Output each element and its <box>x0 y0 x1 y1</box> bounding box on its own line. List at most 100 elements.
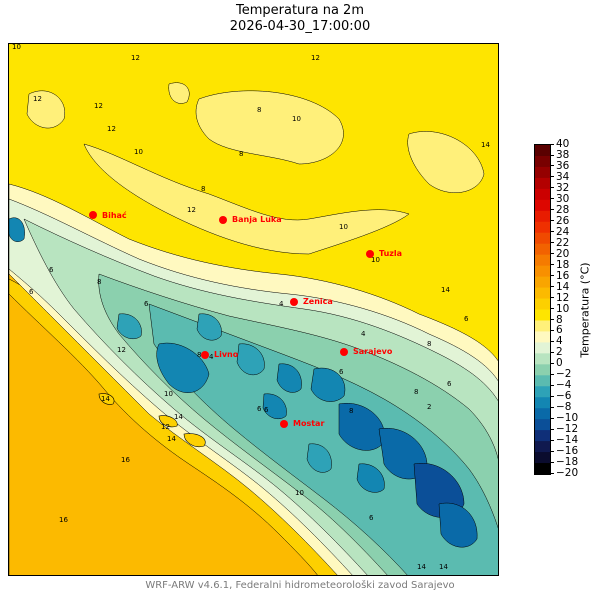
cold-peak <box>236 343 265 376</box>
colorbar-swatch <box>535 309 550 321</box>
colorbar-swatch <box>535 419 550 431</box>
contour-label: 12 <box>94 102 103 110</box>
contour-label: 14 <box>101 395 110 403</box>
island <box>183 433 206 447</box>
colorbar-tick-label: 6 <box>551 325 563 336</box>
colorbar-swatch <box>535 155 550 168</box>
colorbar-swatch <box>535 342 550 354</box>
contour-label: 4 <box>361 330 366 338</box>
colder-band <box>148 303 498 575</box>
city-marker-tuzla: Tuzla <box>366 249 402 258</box>
colorbar-tick-label: 32 <box>551 183 569 194</box>
contour-label: 12 <box>107 125 116 133</box>
contour-label: 14 <box>167 435 176 443</box>
model-credit: WRF-ARW v4.6.1, Federalni hidrometeorolo… <box>145 580 455 591</box>
contour-label: 14 <box>417 563 426 571</box>
contour-label: 6 <box>339 368 344 376</box>
colorbar-ticks: 40 38 36 34 32 30 28 26 24 22 20 18 16 14 12 10 8 6 4 2 0 −2−… <box>551 139 591 479</box>
contour-label: 10 <box>339 223 348 231</box>
colorbar-tick-label: −12 <box>551 424 578 435</box>
svg-text:Livno: Livno <box>214 350 239 359</box>
colorbar-swatch <box>535 177 550 190</box>
colorbar-swatch <box>535 265 550 278</box>
contour-label: 14 <box>441 286 450 294</box>
colorbar-swatches <box>535 145 550 474</box>
colorbar-tick-label: 12 <box>551 292 569 303</box>
colorbar-tick-label: −14 <box>551 435 578 446</box>
svg-text:Zenica: Zenica <box>303 297 333 306</box>
map-canvas: 10 12 12 12 8 10 12 12 10 14 8 12 8 10 1… <box>9 44 498 575</box>
contour-label: 12 <box>117 346 126 354</box>
contour-label: 8 <box>201 185 205 193</box>
colorbar-swatch <box>535 320 550 332</box>
colorbar-swatch <box>535 331 550 343</box>
colorbar-tick-label: 22 <box>551 237 569 248</box>
colorbar-swatch <box>535 397 550 409</box>
contour-label: 8 <box>349 407 353 415</box>
colorbar-swatch <box>535 232 550 245</box>
colorbar-tick-label: 4 <box>551 336 563 347</box>
colorbar-swatch <box>535 287 550 300</box>
colorbar-swatch <box>535 353 550 365</box>
contour-label: 6 <box>49 266 54 274</box>
colorbar-swatch <box>535 243 550 256</box>
contour-label: 10 <box>292 115 301 123</box>
colorbar-tick-label: −16 <box>551 446 578 457</box>
cold-peak <box>438 502 478 548</box>
colorbar-swatch <box>535 221 550 234</box>
contour-label: 8 <box>427 340 431 348</box>
colorbar-tick-label: 0 <box>551 358 563 369</box>
colorbar-swatch <box>535 188 550 201</box>
colorbar-tick-label: 16 <box>551 270 569 281</box>
cool-north-patch <box>407 131 485 193</box>
contour-label: 4 <box>279 300 284 308</box>
city-marker-zenica: Zenica <box>290 297 333 306</box>
contour-label: 10 <box>12 44 21 51</box>
cool-north-patch <box>83 143 410 255</box>
contour-label: 16 <box>59 516 68 524</box>
contour-label: 8 <box>239 150 243 158</box>
colorbar-swatch <box>535 452 550 464</box>
cool-north-patch <box>168 82 190 104</box>
colorbar-tick-label: −10 <box>551 413 578 424</box>
colorbar-swatch <box>535 199 550 212</box>
colorbar-tick-label: 8 <box>551 314 563 325</box>
svg-text:Tuzla: Tuzla <box>379 249 402 258</box>
cool-north-patch <box>26 90 66 129</box>
colorbar <box>534 144 551 475</box>
colorbar-tick-label: −8 <box>551 402 571 413</box>
cold-peak <box>196 313 222 341</box>
contour-label: 14 <box>439 563 448 571</box>
colorbar-swatch <box>535 298 550 310</box>
cold-peak <box>306 443 332 473</box>
contour-label: 6 <box>144 300 149 308</box>
contour-label: 16 <box>121 456 130 464</box>
colorbar-swatch <box>535 375 550 387</box>
contour-label: 6 <box>464 315 469 323</box>
contour-label: 12 <box>161 423 170 431</box>
contour-label: 8 <box>97 278 101 286</box>
island <box>98 393 115 405</box>
svg-text:Mostar: Mostar <box>293 419 324 428</box>
colorbar-tick-label: 34 <box>551 172 569 183</box>
colorbar-tick-label: −4 <box>551 380 571 391</box>
colorbar-swatch <box>535 441 550 453</box>
city-marker-mostar: Mostar <box>280 419 324 428</box>
cold-peak <box>276 363 302 393</box>
contour-label: 6 <box>447 380 452 388</box>
colorbar-tick-label: 10 <box>551 303 569 314</box>
contour-label: 8 <box>257 106 261 114</box>
colorbar-swatch <box>535 254 550 267</box>
colorbar-tick-label: 28 <box>551 205 569 216</box>
colorbar-swatch <box>535 430 550 442</box>
colorbar-tick-label: 14 <box>551 281 569 292</box>
contour-label: 6 <box>29 288 34 296</box>
colorbar-swatch <box>535 166 550 179</box>
colorbar-swatch <box>535 145 550 157</box>
colorbar-tick-label: 30 <box>551 194 569 205</box>
colorbar-swatch <box>535 463 550 474</box>
colorbar-tick-label: 2 <box>551 347 563 358</box>
colorbar-tick-label: 20 <box>551 248 569 259</box>
colorbar-tick-label: 18 <box>551 259 569 270</box>
colorbar-tick-label: −20 <box>551 468 578 479</box>
